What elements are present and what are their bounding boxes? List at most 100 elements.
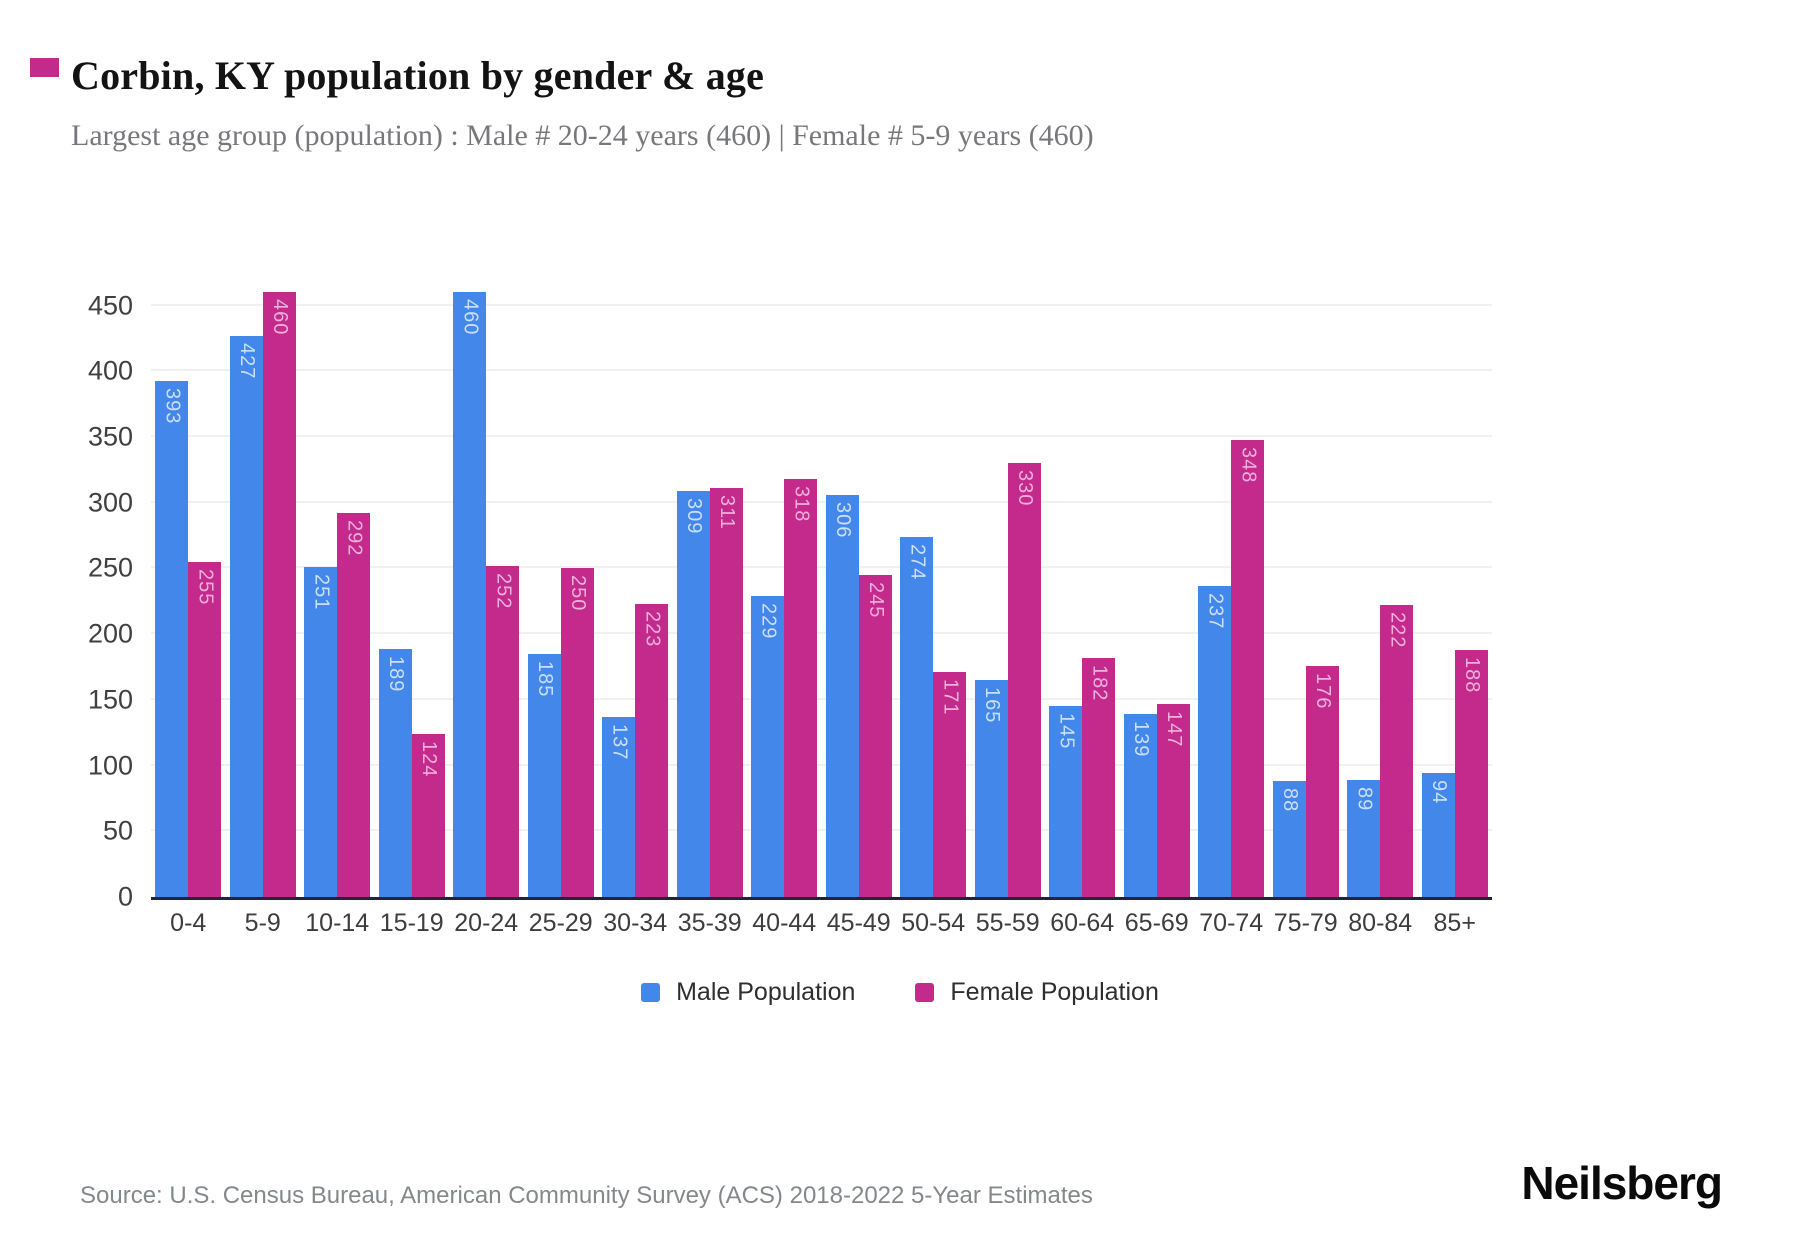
bar-value-label: 185	[533, 660, 556, 698]
bar-female[interactable]: 330	[1007, 463, 1041, 897]
bar-female[interactable]: 223	[635, 603, 669, 897]
bar-female[interactable]: 147	[1156, 703, 1190, 897]
bar-value-label: 137	[608, 723, 631, 761]
bar-male[interactable]: 309	[676, 490, 710, 897]
x-axis-tick-label: 40-44	[752, 909, 817, 937]
bar-value-label: 255	[194, 568, 217, 606]
bar-female[interactable]: 348	[1231, 439, 1265, 897]
bar-female[interactable]: 318	[784, 479, 818, 897]
bar-group: 229 318 40-44	[747, 253, 822, 937]
bar-value-label: 274	[906, 543, 929, 581]
bar-value-label: 223	[641, 610, 664, 648]
x-axis-tick-label: 25-29	[528, 909, 593, 937]
corner-accent-mark	[30, 58, 59, 77]
bar-value-label: 348	[1237, 446, 1260, 484]
bar-female[interactable]: 255	[188, 561, 222, 897]
x-axis-tick-label: 50-54	[901, 909, 966, 937]
bar-value-label: 252	[492, 572, 515, 610]
bar-male[interactable]: 229	[751, 596, 785, 897]
bar-female[interactable]: 292	[337, 513, 371, 897]
bar-male[interactable]: 185	[527, 653, 561, 897]
bar-male[interactable]: 89	[1347, 780, 1381, 897]
bar-value-label: 182	[1088, 664, 1111, 702]
x-axis-tick-label: 10-14	[305, 909, 370, 937]
bar-chart: 0 50 100 150 200 250 300 350 400 450 393 255 0-4 427…	[71, 253, 1493, 937]
bar-value-label: 245	[864, 582, 887, 619]
y-axis: 0 50 100 150 200 250 300 350 400 450	[71, 253, 151, 911]
y-axis-tick-label: 250	[87, 552, 133, 583]
bar-value-label: 171	[939, 679, 962, 716]
bar-male[interactable]: 251	[304, 567, 338, 897]
plot-area: 393 255 0-4 427 460 5-9 251 292 10-14 189 124 15-19…	[151, 253, 1493, 937]
y-axis-tick-label: 300	[87, 487, 133, 518]
male-series-swatch	[641, 983, 661, 1002]
bar-value-label: 309	[682, 497, 705, 535]
bar-group: 251 292 10-14	[300, 253, 375, 937]
bar-male[interactable]: 145	[1049, 706, 1083, 897]
source-attribution: Source: U.S. Census Bureau, American Com…	[80, 1182, 1093, 1209]
x-axis-tick-label: 85+	[1433, 909, 1476, 937]
bar-male[interactable]: 139	[1123, 714, 1157, 897]
bar-male[interactable]: 189	[378, 648, 412, 897]
bar-male[interactable]: 237	[1198, 585, 1232, 897]
x-axis-tick-label: 30-34	[603, 909, 668, 937]
bar-value-label: 250	[566, 575, 589, 612]
legend-item-female[interactable]: Female Population	[915, 978, 1159, 1007]
bar-female[interactable]: 182	[1082, 657, 1116, 897]
bar-female[interactable]: 176	[1305, 665, 1339, 897]
legend-label-male: Male Population	[676, 978, 856, 1006]
bar-female[interactable]: 252	[486, 565, 520, 897]
neilsberg-logo: Neilsberg	[1521, 1157, 1723, 1209]
bar-value-label: 189	[384, 655, 407, 692]
bar-male[interactable]: 427	[229, 335, 263, 897]
bar-male[interactable]: 393	[155, 380, 189, 897]
chart-legend: Male Population Female Population	[0, 978, 1800, 1007]
y-axis-tick-label: 100	[87, 750, 133, 781]
bar-value-label: 330	[1013, 470, 1036, 507]
bar-male[interactable]: 137	[602, 716, 636, 897]
x-axis-tick-label: 70-74	[1199, 909, 1264, 937]
bar-value-label: 306	[831, 501, 854, 539]
bar-group: 88 176 75-79	[1269, 253, 1344, 937]
x-axis-tick-label: 35-39	[677, 909, 742, 937]
bar-female[interactable]: 171	[933, 672, 967, 897]
bar-value-label: 94	[1427, 780, 1450, 805]
bar-value-label: 251	[310, 574, 333, 611]
legend-item-male[interactable]: Male Population	[641, 978, 855, 1007]
bar-female[interactable]: 188	[1454, 649, 1488, 897]
bar-value-label: 318	[790, 486, 813, 523]
bar-value-label: 89	[1353, 787, 1376, 812]
y-axis-tick-label: 450	[87, 290, 133, 321]
bar-male[interactable]: 94	[1421, 773, 1455, 897]
bar-male[interactable]: 460	[453, 292, 487, 897]
bar-value-label: 88	[1278, 788, 1301, 813]
bar-female[interactable]: 250	[560, 568, 594, 897]
bar-value-label: 124	[417, 741, 440, 778]
x-axis-tick-label: 0-4	[170, 909, 207, 937]
bar-female[interactable]: 311	[709, 488, 743, 897]
bar-group: 309 311 35-39	[673, 253, 748, 937]
x-axis-tick-label: 80-84	[1348, 909, 1413, 937]
bar-group: 89 222 80-84	[1343, 253, 1418, 937]
bar-group: 185 250 25-29	[524, 253, 599, 937]
bar-group: 137 223 30-34	[598, 253, 673, 937]
bar-female[interactable]: 124	[411, 734, 445, 897]
y-axis-tick-label: 150	[87, 684, 133, 715]
y-axis-tick-label: 0	[117, 881, 133, 912]
bar-female[interactable]: 222	[1380, 605, 1414, 897]
y-axis-tick-label: 200	[87, 618, 133, 649]
bar-group: 393 255 0-4	[151, 253, 226, 937]
bar-group: 145 182 60-64	[1045, 253, 1120, 937]
bar-female[interactable]: 245	[858, 575, 892, 897]
bar-group: 274 171 50-54	[896, 253, 971, 937]
bar-value-label: 222	[1386, 612, 1409, 649]
bar-female[interactable]: 460	[262, 292, 296, 897]
x-axis-tick-label: 45-49	[826, 909, 891, 937]
bar-group: 139 147 65-69	[1120, 253, 1195, 937]
bar-male[interactable]: 274	[900, 536, 934, 897]
bar-male[interactable]: 165	[974, 680, 1008, 897]
bar-male[interactable]: 88	[1272, 781, 1306, 897]
bar-group: 94 188 85+	[1418, 253, 1493, 937]
bar-male[interactable]: 306	[825, 494, 859, 897]
bar-value-label: 393	[161, 387, 184, 424]
